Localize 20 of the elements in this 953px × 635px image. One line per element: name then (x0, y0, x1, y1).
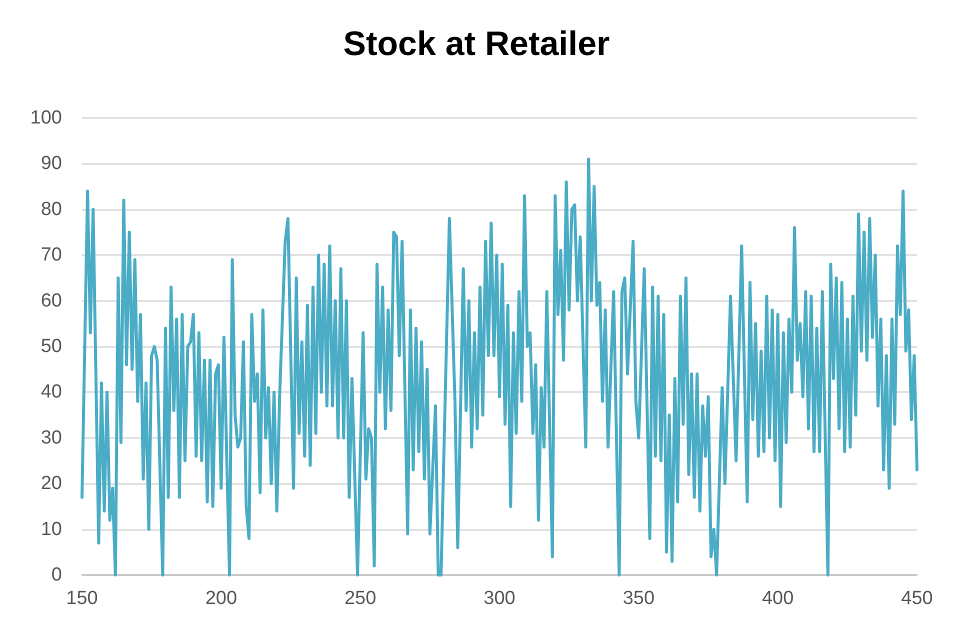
y-tick-label: 10 (40, 518, 62, 540)
y-tick-label: 40 (40, 382, 62, 403)
x-tick-label: 250 (344, 588, 376, 609)
y-tick-label: 60 (40, 290, 62, 312)
y-tick-label: 70 (40, 244, 62, 266)
x-tick-label: 400 (762, 588, 794, 609)
line-series (80, 158, 918, 576)
y-tick-label: 90 (40, 153, 62, 174)
y-tick-label: 20 (40, 473, 62, 494)
x-tick-label: 200 (205, 588, 238, 609)
x-tick-label: 450 (901, 588, 933, 609)
x-tick-label: 300 (484, 588, 516, 609)
x-tick-label: 350 (622, 588, 655, 609)
chart-title: Stock at Retailer (343, 25, 610, 63)
y-tick-label: 0 (51, 564, 62, 586)
y-tick-label: 100 (30, 108, 62, 128)
y-tick-label: 80 (40, 198, 62, 220)
y-tick-label: 50 (40, 336, 62, 357)
y-tick-label: 30 (40, 427, 62, 448)
x-tick-label: 150 (66, 588, 98, 609)
